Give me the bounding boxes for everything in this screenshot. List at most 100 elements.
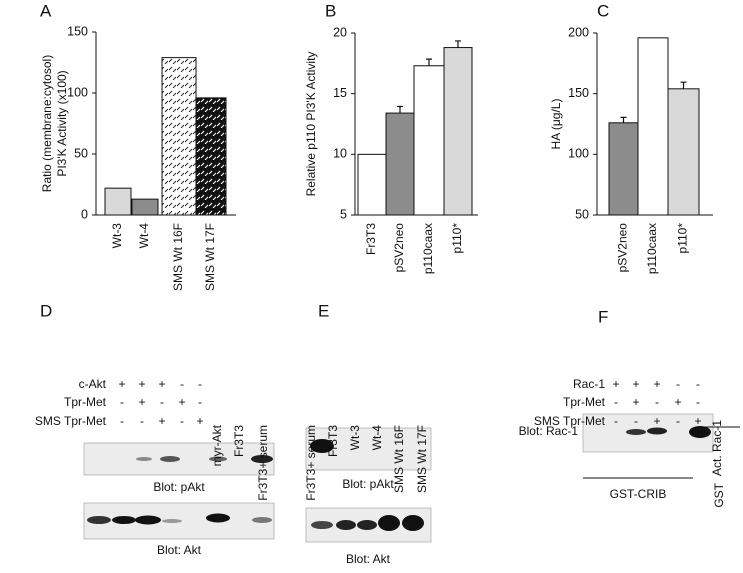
sign: + <box>118 377 125 391</box>
error-bar <box>397 105 403 114</box>
band <box>689 426 711 438</box>
lane-label: Act. Rac-1 <box>710 420 724 476</box>
y-axis-label: HA (μg/L) <box>549 99 563 150</box>
sign: - <box>634 414 638 428</box>
x-tick-label: SMS Wt 17F <box>203 223 217 291</box>
lane-label: SMS Wt 16F <box>392 425 406 493</box>
sign: - <box>180 414 184 428</box>
lane-label: Fr3T3 <box>232 425 246 457</box>
y-tick-label: 200 <box>568 25 589 39</box>
sign: + <box>158 414 165 428</box>
y-axis-label: Ratio (membrane:cytosol) <box>40 55 54 192</box>
sign: + <box>138 377 145 391</box>
band <box>647 427 667 435</box>
band <box>378 515 400 531</box>
error-bar <box>680 81 687 89</box>
panel-label: F <box>598 307 608 326</box>
sign: - <box>614 395 618 409</box>
sign: + <box>694 414 701 428</box>
blot-label: Blot: Akt <box>157 543 202 557</box>
sign: - <box>696 377 700 391</box>
blot-images <box>83 413 740 543</box>
sign: + <box>674 395 681 409</box>
group-label: GST-CRIB <box>610 487 667 501</box>
panel-label: D <box>40 301 52 320</box>
sign: - <box>140 414 144 428</box>
sign: - <box>676 377 680 391</box>
sign: - <box>655 395 659 409</box>
band <box>251 455 273 463</box>
sign: - <box>160 395 164 409</box>
bar <box>357 153 387 216</box>
sign: - <box>198 377 202 391</box>
group-label: GST <box>712 482 726 507</box>
error-bar <box>620 116 627 123</box>
band <box>136 457 152 461</box>
band <box>402 515 424 531</box>
sign: - <box>198 395 202 409</box>
bar <box>608 122 639 216</box>
sign: + <box>653 377 660 391</box>
y-tick-label: 20 <box>333 25 347 39</box>
band <box>357 520 377 530</box>
y-tick-label: 15 <box>333 86 347 100</box>
x-tick-label: Wt-4 <box>137 223 151 249</box>
sign: - <box>676 414 680 428</box>
bar <box>161 57 197 216</box>
band <box>160 456 180 462</box>
sign: + <box>632 395 639 409</box>
band <box>336 520 356 530</box>
sign: - <box>120 395 124 409</box>
sign: + <box>612 377 619 391</box>
row-label: Tpr-Met <box>563 395 606 409</box>
band <box>162 519 182 523</box>
band <box>135 515 161 525</box>
sign: + <box>653 414 660 428</box>
x-tick-label: pSV2neo <box>392 223 406 273</box>
band <box>310 439 334 453</box>
band <box>626 429 646 435</box>
x-tick-label: SMS Wt 16F <box>171 223 185 291</box>
row-label: Tpr-Met <box>64 395 107 409</box>
blot-label: Blot: pAkt <box>342 477 394 491</box>
sign: - <box>696 395 700 409</box>
sign: - <box>180 377 184 391</box>
lane-label: SMS Wt 17F <box>415 425 429 493</box>
sign: + <box>178 395 185 409</box>
sign: - <box>120 414 124 428</box>
sign: + <box>196 414 203 428</box>
panel-label: A <box>40 1 52 20</box>
y-tick-label: 10 <box>333 147 347 161</box>
lane-label: Wt-4 <box>370 425 384 451</box>
blot-label: Blot: pAkt <box>153 480 205 494</box>
panel-label: E <box>318 301 329 320</box>
y-tick-label: 150 <box>67 24 88 38</box>
y-tick-label: 50 <box>74 146 88 160</box>
y-tick-label: 0 <box>81 207 88 221</box>
sign: - <box>614 414 618 428</box>
blot-label: Blot: Rac-1 <box>519 424 579 438</box>
x-tick-label: p110* <box>676 223 690 254</box>
row-label: c-Akt <box>79 377 107 391</box>
lane-label: Fr3T3+ serum <box>256 425 270 501</box>
y-tick-label: 5 <box>340 207 347 221</box>
band <box>209 456 227 462</box>
band <box>206 513 230 523</box>
lane-label: Fr3T3 <box>326 425 340 457</box>
band <box>87 516 111 524</box>
error-bar <box>426 58 432 66</box>
lane-label: Fr3T3+ serum <box>304 425 318 501</box>
row-label: SMS Tpr-Met <box>534 414 606 428</box>
panel-label: B <box>325 1 336 20</box>
x-tick-label: p110caax <box>421 223 435 274</box>
error-bar <box>455 40 461 48</box>
bar <box>413 65 445 216</box>
bar <box>104 187 132 216</box>
panel-label: C <box>597 1 609 20</box>
lane-label: myr-Akt <box>210 424 224 466</box>
x-tick-label: p110caax <box>645 223 659 274</box>
row-label: Rac-1 <box>573 377 605 391</box>
x-tick-label: p110* <box>450 223 464 254</box>
bar <box>637 37 669 216</box>
